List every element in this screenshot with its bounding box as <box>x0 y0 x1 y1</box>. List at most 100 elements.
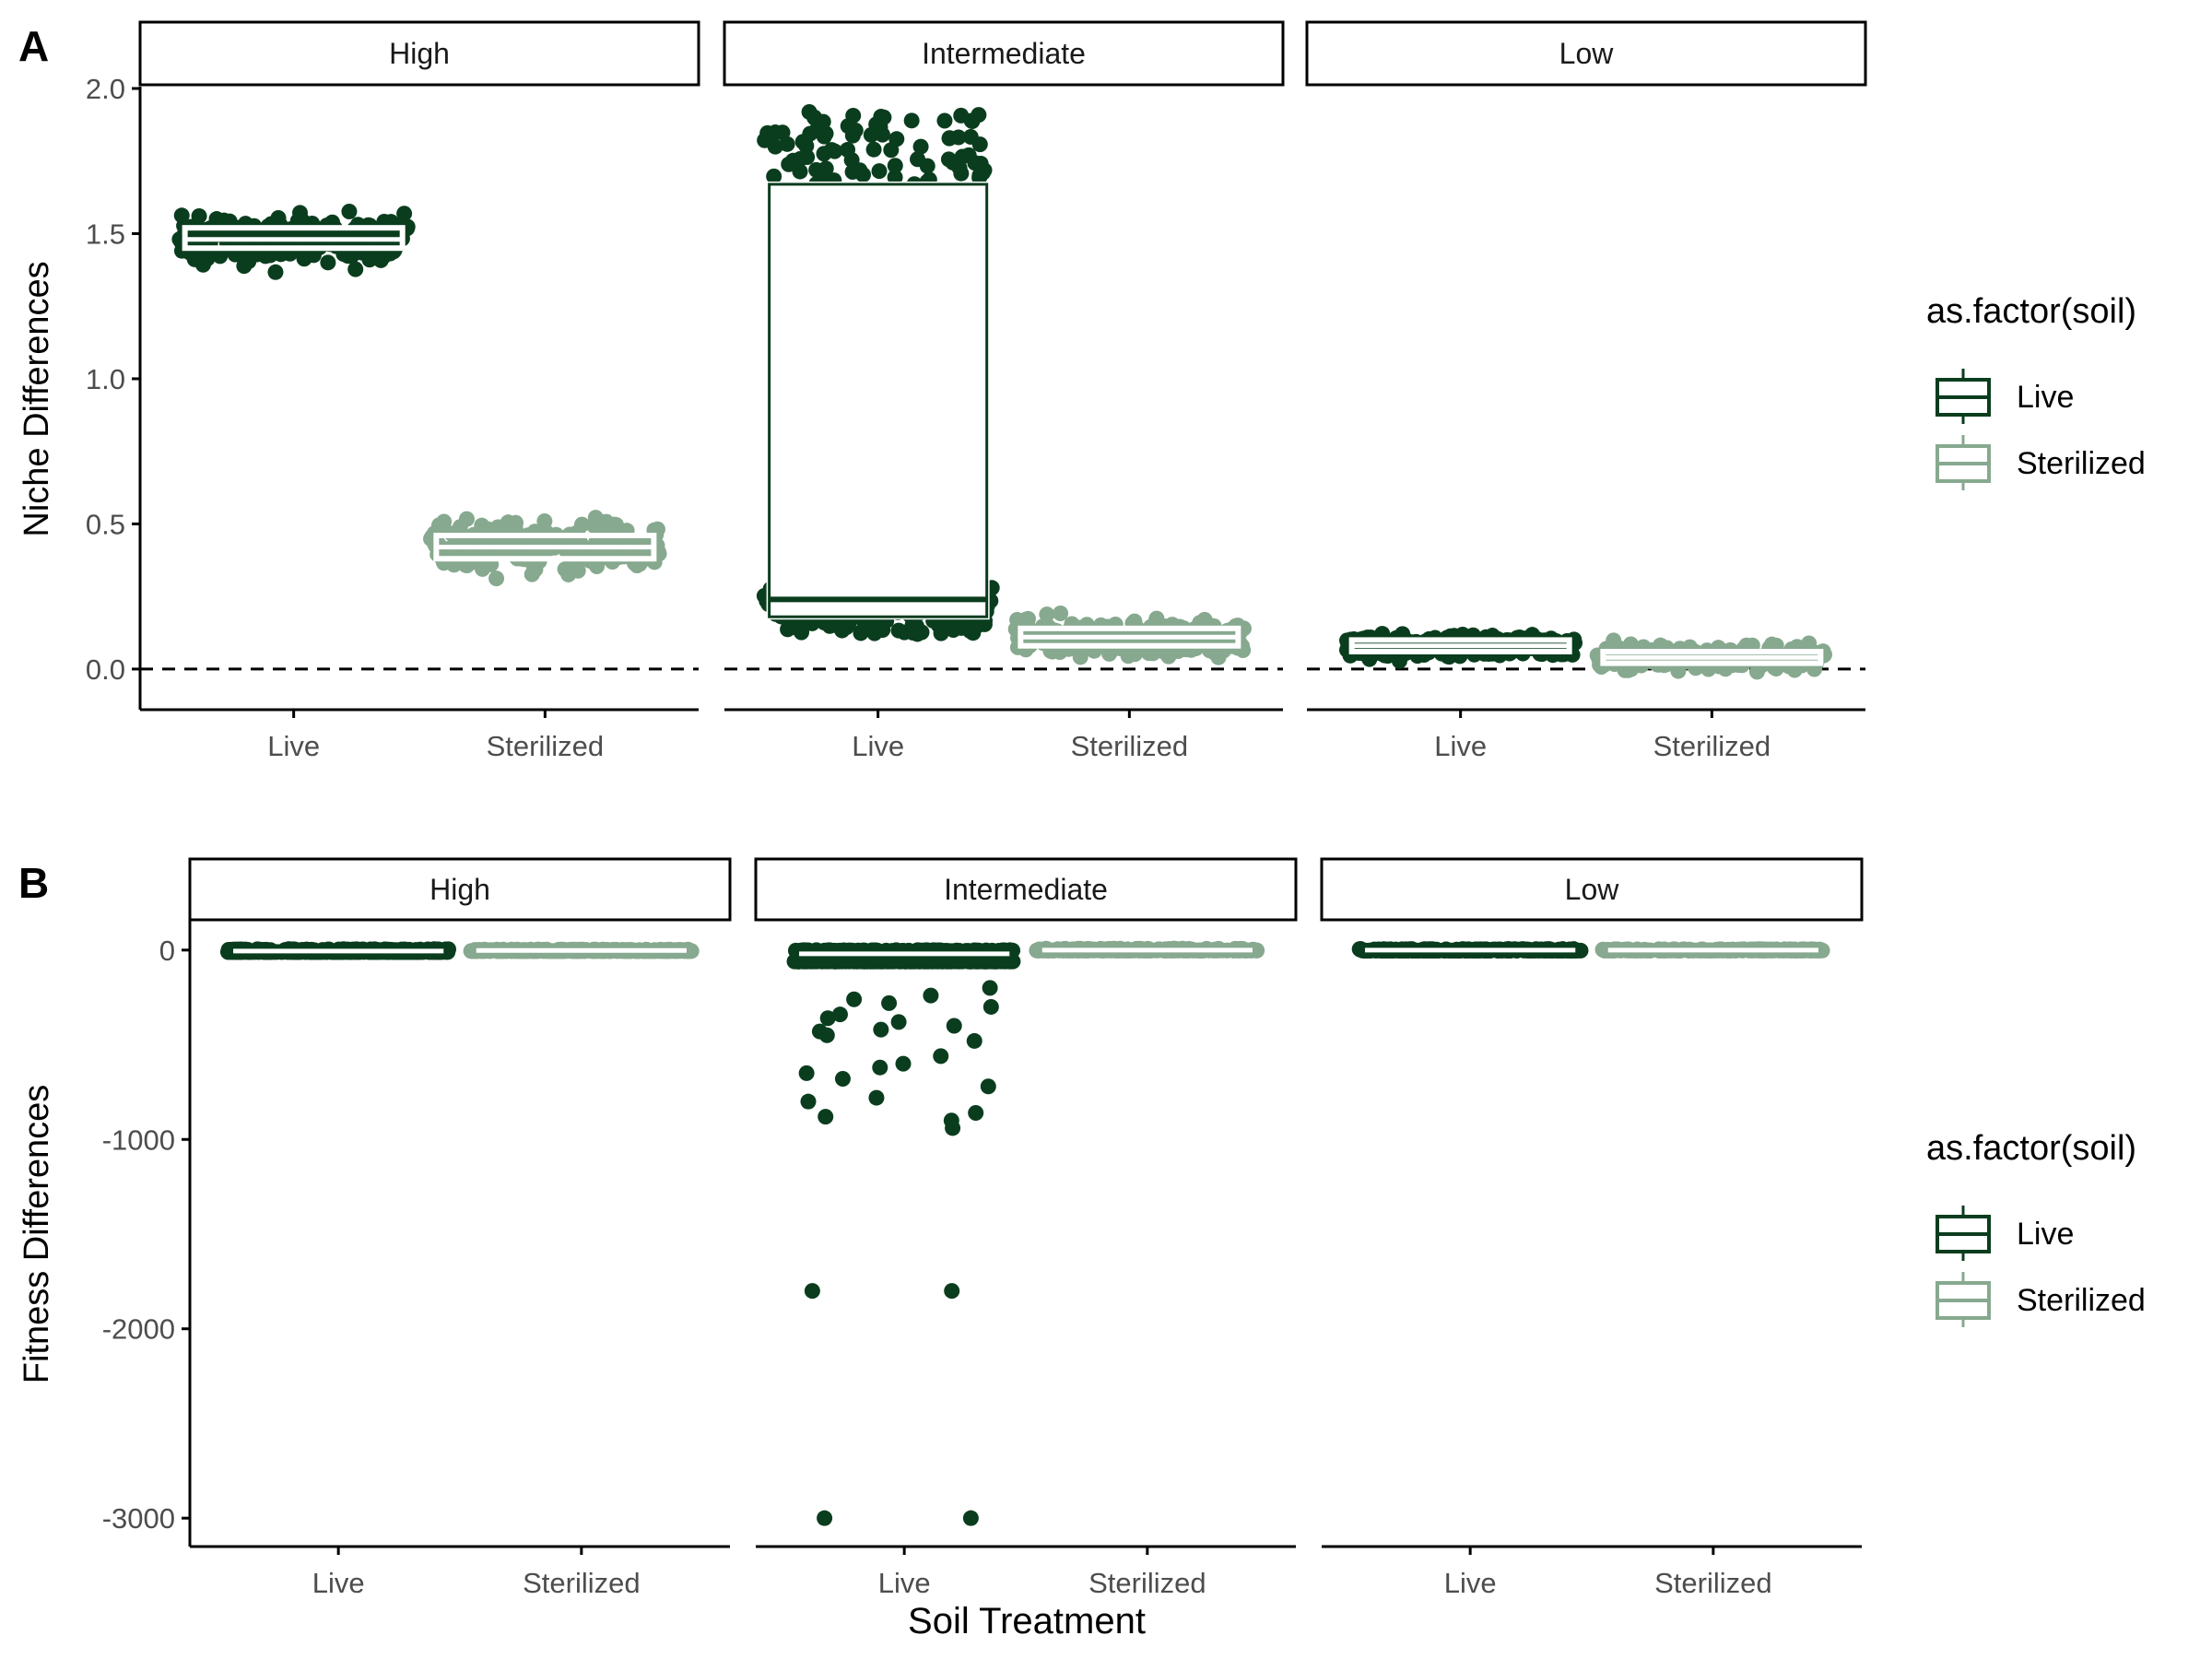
facet-strip-label: High <box>389 37 450 70</box>
data-point <box>536 512 553 529</box>
facet-intermediate: Intermediate Live Sterilized <box>723 20 1285 762</box>
data-point <box>766 168 782 184</box>
data-point <box>875 622 891 639</box>
data-point <box>818 160 834 177</box>
facet-strip <box>138 20 700 87</box>
outlier-point <box>868 1089 885 1106</box>
data-point <box>945 154 961 171</box>
facet-strip-label: Low <box>1559 37 1615 70</box>
data-point <box>853 624 869 641</box>
outlier-point <box>980 1078 996 1095</box>
legend-label: Live <box>2017 1217 2074 1252</box>
facet-intermediate: Intermediate Live Sterilized <box>754 857 1298 1599</box>
jitter-points-live <box>786 942 1021 1526</box>
data-point <box>840 142 856 159</box>
data-point <box>320 254 336 271</box>
x-tick-label: Sterilized <box>487 730 605 762</box>
jitter-points-live <box>171 204 416 280</box>
data-point <box>818 125 834 142</box>
x-tick-label: Live <box>1444 1567 1497 1599</box>
legend-label: Sterilized <box>2017 1283 2146 1318</box>
data-point <box>494 519 511 535</box>
outlier-point <box>890 1014 907 1030</box>
y-tick-label: -2000 <box>102 1313 175 1346</box>
outlier-point <box>881 994 898 1011</box>
data-point <box>347 261 364 277</box>
panel-B: B Fitness Differences 0 -1000 -2000 -3000 High… <box>18 857 2146 1599</box>
y-tick-label: 0.5 <box>86 508 125 540</box>
x-axis-title: Soil Treatment <box>908 1601 1146 1641</box>
outlier-point <box>933 1048 949 1065</box>
data-point <box>971 617 987 633</box>
data-point <box>488 571 505 587</box>
data-point <box>871 163 888 180</box>
facet-strip <box>188 857 732 922</box>
data-point <box>971 167 988 183</box>
data-point <box>910 151 926 168</box>
data-point <box>945 621 961 638</box>
y-axis-title: Fitness Differences <box>18 1085 56 1384</box>
y-tick-label: 2.0 <box>86 73 125 105</box>
panel-A: A Niche Differences 0.0 0.5 1.0 1.5 2.0 High Liv… <box>18 20 2146 762</box>
data-point <box>587 510 604 526</box>
legend-label: Live <box>2017 380 2074 415</box>
outlier-point <box>834 1071 851 1088</box>
panel-letter: A <box>18 22 49 70</box>
data-point <box>1391 653 1407 669</box>
outlier-point <box>872 1059 888 1076</box>
data-point <box>341 204 358 220</box>
facet-low: Low Live Sterilized <box>1305 20 1867 762</box>
x-tick-label: Live <box>878 1567 931 1599</box>
data-point <box>868 116 885 133</box>
data-point <box>296 250 312 266</box>
outlier-point <box>943 1112 959 1129</box>
data-point <box>430 517 447 534</box>
outlier-point <box>800 1093 817 1110</box>
outlier-point <box>982 980 998 996</box>
panel-letter: B <box>18 859 49 907</box>
data-point <box>682 943 699 959</box>
x-tick-label: Sterilized <box>1088 1567 1206 1599</box>
data-point <box>933 625 949 641</box>
x-tick-label: Sterilized <box>523 1567 641 1599</box>
box <box>797 949 1011 963</box>
outlier-point <box>831 1006 848 1023</box>
facet-high: High Live Sterilized <box>188 857 732 1599</box>
data-point <box>570 562 586 579</box>
x-tick-label: Live <box>852 730 904 762</box>
data-point <box>887 169 903 185</box>
data-point <box>1039 606 1055 623</box>
data-point <box>845 107 862 124</box>
data-point <box>852 162 868 179</box>
outlier-point <box>962 1510 979 1526</box>
legend-title: as.factor(soil) <box>1926 292 2136 331</box>
data-point <box>774 124 791 141</box>
facet-strip-label: Low <box>1565 873 1620 906</box>
data-point <box>834 622 851 639</box>
x-tick-label: Live <box>312 1567 365 1599</box>
data-point <box>909 626 925 642</box>
outlier-point <box>811 1023 828 1040</box>
outlier-point <box>923 987 939 1004</box>
legend-label: Sterilized <box>2017 446 2146 481</box>
data-point <box>1053 605 1069 621</box>
data-point <box>792 163 808 180</box>
data-point <box>757 132 773 148</box>
y-tick-label: -1000 <box>102 1124 175 1156</box>
data-point <box>1786 662 1803 678</box>
data-point <box>798 137 815 154</box>
outlier-point <box>798 1065 815 1081</box>
facet-strip <box>1305 20 1867 87</box>
x-tick-label: Sterilized <box>1654 1567 1772 1599</box>
data-point <box>437 942 453 959</box>
y-tick-label: 0.0 <box>86 653 125 686</box>
data-point <box>1072 649 1088 665</box>
data-point <box>827 143 843 159</box>
data-point <box>962 129 979 146</box>
data-point <box>340 248 357 265</box>
data-point <box>361 252 378 268</box>
outlier-point <box>946 1018 962 1034</box>
outlier-point <box>819 1010 836 1027</box>
data-point <box>890 622 907 639</box>
